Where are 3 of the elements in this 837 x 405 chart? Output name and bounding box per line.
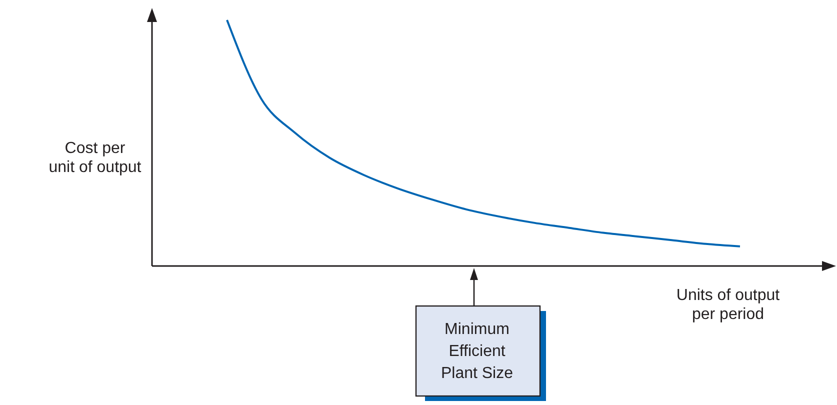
x-axis-title: Units of output per period bbox=[676, 287, 780, 323]
y-axis-title: Cost per unit of output bbox=[48, 140, 142, 176]
text: Minimum Efficient Plant Size bbox=[440, 321, 514, 382]
